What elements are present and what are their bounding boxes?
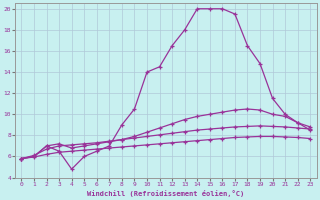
X-axis label: Windchill (Refroidissement éolien,°C): Windchill (Refroidissement éolien,°C) <box>87 190 244 197</box>
